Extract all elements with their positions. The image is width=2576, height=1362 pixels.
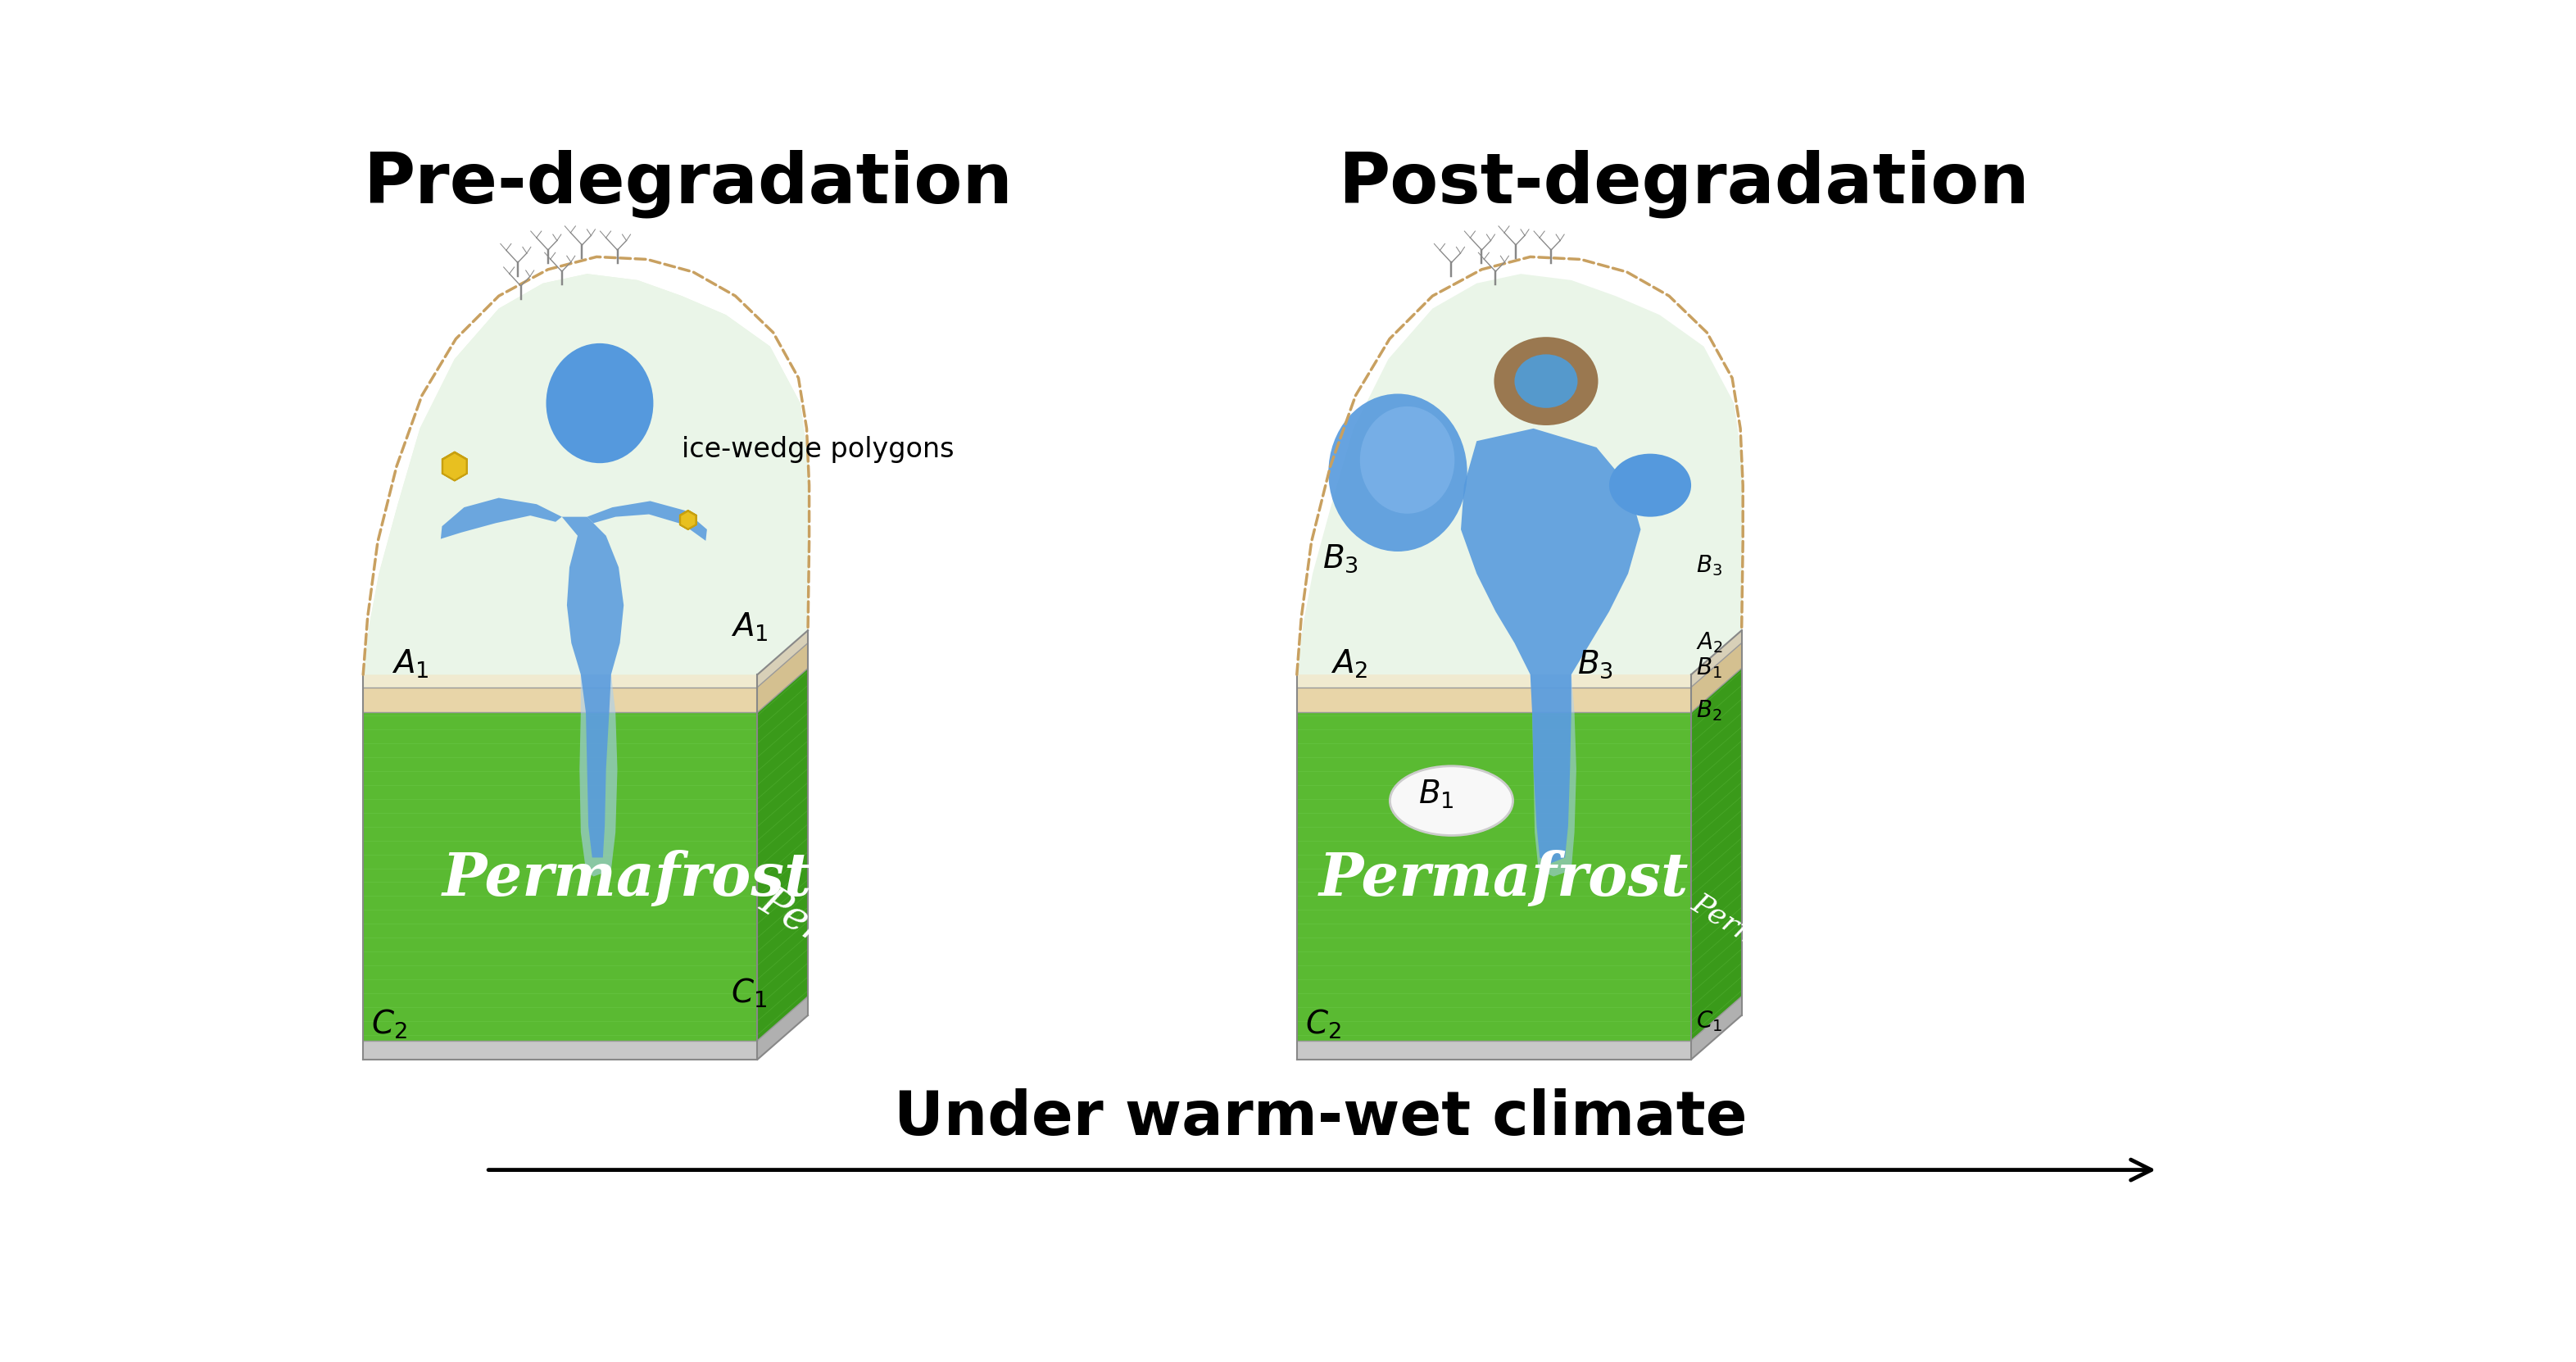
Polygon shape — [363, 674, 757, 688]
Text: Post-degradation: Post-degradation — [1337, 150, 2030, 218]
Polygon shape — [443, 452, 466, 481]
Polygon shape — [680, 511, 696, 530]
Polygon shape — [1692, 997, 1741, 1060]
Polygon shape — [562, 516, 623, 858]
Polygon shape — [1530, 674, 1577, 877]
Polygon shape — [587, 501, 706, 541]
Polygon shape — [1461, 429, 1641, 864]
Polygon shape — [440, 498, 562, 539]
Polygon shape — [680, 511, 696, 528]
Polygon shape — [363, 1041, 757, 1060]
Text: Pre-degradation: Pre-degradation — [363, 150, 1012, 218]
Text: $C_2$: $C_2$ — [1306, 1008, 1342, 1041]
Ellipse shape — [1515, 354, 1577, 409]
Polygon shape — [757, 643, 809, 712]
Ellipse shape — [1391, 765, 1512, 835]
Text: $A_1$: $A_1$ — [392, 648, 428, 680]
Text: $A_2$: $A_2$ — [1329, 648, 1368, 680]
Polygon shape — [1296, 688, 1692, 712]
Polygon shape — [680, 511, 696, 528]
Text: Under warm-wet climate: Under warm-wet climate — [894, 1088, 1747, 1148]
Text: $C_1$: $C_1$ — [732, 977, 768, 1009]
Text: $B_3$: $B_3$ — [1577, 648, 1613, 680]
Text: Permafrost: Permafrost — [1319, 850, 1690, 907]
Ellipse shape — [1329, 394, 1468, 552]
Text: $B_3$: $B_3$ — [1321, 542, 1358, 575]
Text: $C_2$: $C_2$ — [371, 1008, 407, 1041]
Polygon shape — [363, 631, 809, 674]
Polygon shape — [443, 452, 466, 481]
Polygon shape — [680, 511, 696, 530]
Polygon shape — [363, 1015, 809, 1060]
Polygon shape — [1296, 1041, 1692, 1060]
Polygon shape — [363, 274, 809, 674]
Ellipse shape — [1494, 336, 1597, 425]
Polygon shape — [443, 452, 466, 481]
Polygon shape — [1296, 674, 1692, 688]
Polygon shape — [1692, 631, 1741, 688]
Text: Permafrost: Permafrost — [1687, 889, 1842, 1001]
Polygon shape — [757, 669, 809, 1041]
Polygon shape — [1296, 274, 1744, 674]
Polygon shape — [1692, 643, 1741, 712]
Text: ice-wedge polygons: ice-wedge polygons — [683, 436, 953, 463]
Text: $B_3$: $B_3$ — [1695, 553, 1723, 577]
Polygon shape — [443, 452, 466, 479]
Polygon shape — [443, 452, 466, 481]
Polygon shape — [680, 511, 696, 528]
Polygon shape — [363, 712, 757, 1041]
Text: Permafrost: Permafrost — [443, 850, 811, 907]
Polygon shape — [680, 511, 696, 528]
Ellipse shape — [1360, 406, 1455, 513]
Polygon shape — [757, 631, 809, 688]
Polygon shape — [580, 674, 618, 877]
Ellipse shape — [1610, 454, 1692, 516]
Text: $B_1$: $B_1$ — [1695, 655, 1723, 680]
Text: $B_2$: $B_2$ — [1695, 699, 1721, 723]
Polygon shape — [1296, 1015, 1741, 1060]
Polygon shape — [363, 688, 757, 712]
Polygon shape — [1692, 669, 1741, 1041]
Text: $A_1$: $A_1$ — [732, 612, 768, 643]
Polygon shape — [680, 511, 696, 530]
Text: $A_2$: $A_2$ — [1695, 631, 1723, 655]
Text: $B_1$: $B_1$ — [1419, 779, 1455, 810]
Ellipse shape — [546, 343, 654, 463]
Polygon shape — [443, 452, 466, 481]
Text: Permafrsot: Permafrsot — [752, 881, 969, 1038]
Polygon shape — [757, 997, 809, 1060]
Text: $C_1$: $C_1$ — [1695, 1009, 1723, 1034]
Polygon shape — [443, 452, 466, 481]
Polygon shape — [1296, 712, 1692, 1041]
Polygon shape — [363, 274, 809, 674]
